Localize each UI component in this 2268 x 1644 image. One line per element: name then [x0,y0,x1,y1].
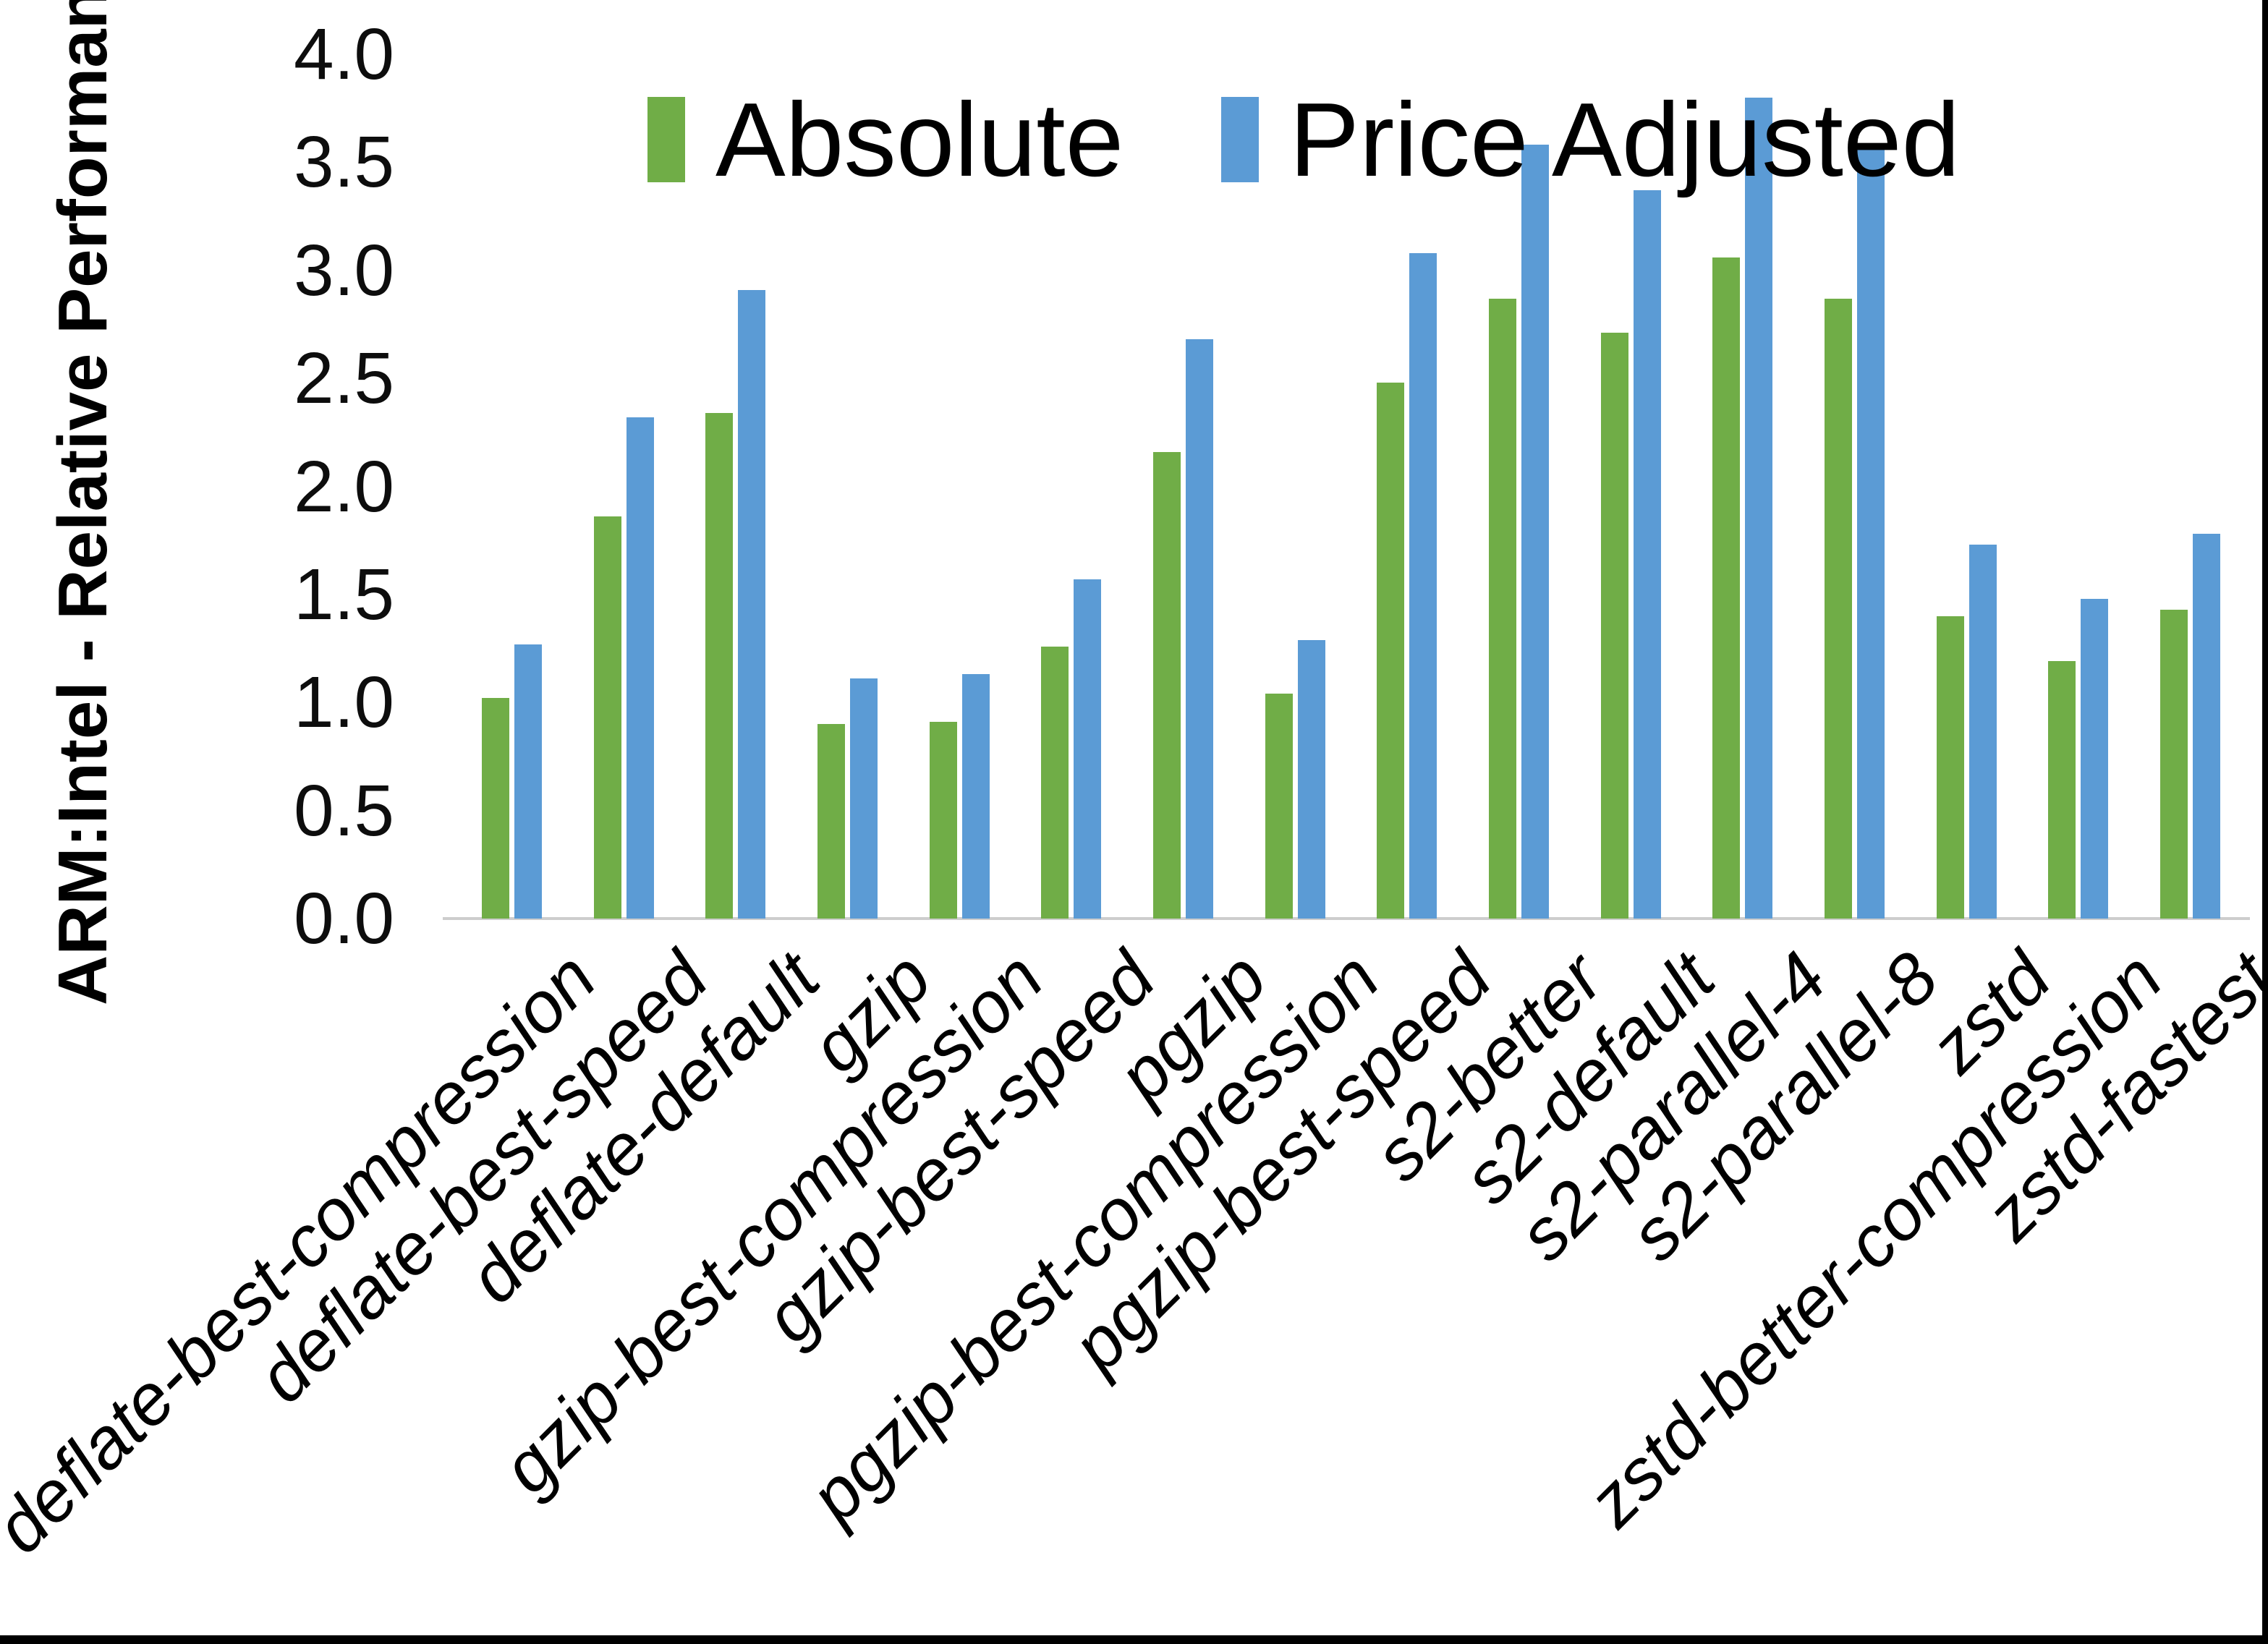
bar-absolute-pgzip-best-speed [1377,383,1405,919]
bar-absolute-s2-default [1600,333,1628,919]
bar-price-adjusted-deflate-best-compression [514,644,542,919]
bar-price-adjusted-deflate-default [738,289,766,919]
bar-price-adjusted-zstd-better-compression [2081,598,2109,919]
bar-absolute-s2-parallel-4 [1712,257,1741,919]
legend-item-absolute: Absolute [647,85,1124,194]
bar-absolute-s2-parallel-8 [1825,298,1853,919]
bar-price-adjusted-deflate-best-speed [626,417,654,919]
bar-price-adjusted-pgzip-best-compression [1297,639,1325,919]
legend-swatch-price-adjusted [1221,97,1260,182]
bar-price-adjusted-pgzip-best-speed [1409,252,1437,919]
bar-absolute-gzip-best-speed [1041,646,1069,919]
bar-absolute-zstd-fastest [2160,609,2188,919]
bar-absolute-pgzip [1152,451,1181,919]
legend-item-price-adjusted: Price Adjusted [1221,85,1960,194]
y-tick-label-2.5: 2.5 [293,338,394,419]
bar-price-adjusted-gzip [849,678,878,919]
bar-price-adjusted-s2-default [1633,190,1661,919]
bar-absolute-s2-better [1489,298,1517,919]
bar-absolute-deflate-best-compression [481,698,509,919]
screenshot-right-border [2262,0,2268,1644]
bar-price-adjusted-s2-parallel-4 [1745,97,1773,919]
bar-absolute-zstd-better-compression [2048,661,2076,919]
bar-price-adjusted-gzip-best-compression [961,674,990,919]
bar-absolute-pgzip-best-compression [1265,694,1293,919]
y-tick-label-1.5: 1.5 [293,553,394,635]
bar-price-adjusted-s2-parallel-8 [1857,145,1885,919]
bar-absolute-gzip-best-compression [929,722,957,919]
bar-absolute-deflate-default [705,412,734,919]
screenshot-bottom-border [0,1635,2268,1644]
x-axis-line [443,917,2250,920]
bar-price-adjusted-gzip-best-speed [1074,579,1102,919]
y-tick-label-3.0: 3.0 [293,229,394,311]
y-tick-label-0.5: 0.5 [293,770,394,851]
bar-absolute-zstd [1936,616,1964,919]
bar-price-adjusted-pgzip [1185,339,1213,919]
y-tick-label-1.0: 1.0 [293,662,394,744]
y-tick-label-3.5: 3.5 [293,122,394,203]
bar-absolute-gzip [817,724,845,919]
legend-label-absolute: Absolute [715,81,1124,198]
bar-price-adjusted-zstd-fastest [2193,534,2221,919]
y-tick-label-0.0: 0.0 [293,878,394,959]
bar-price-adjusted-zstd [1968,545,1997,919]
bar-price-adjusted-s2-better [1521,145,1550,919]
y-tick-label-2.0: 2.0 [293,446,394,527]
bar-absolute-deflate-best-speed [593,516,621,919]
y-tick-label-4.0: 4.0 [293,14,394,95]
legend-swatch-absolute [647,97,685,182]
legend: Absolute Price Adjusted [647,85,2057,194]
legend-label-price-adjusted: Price Adjusted [1289,81,1961,198]
